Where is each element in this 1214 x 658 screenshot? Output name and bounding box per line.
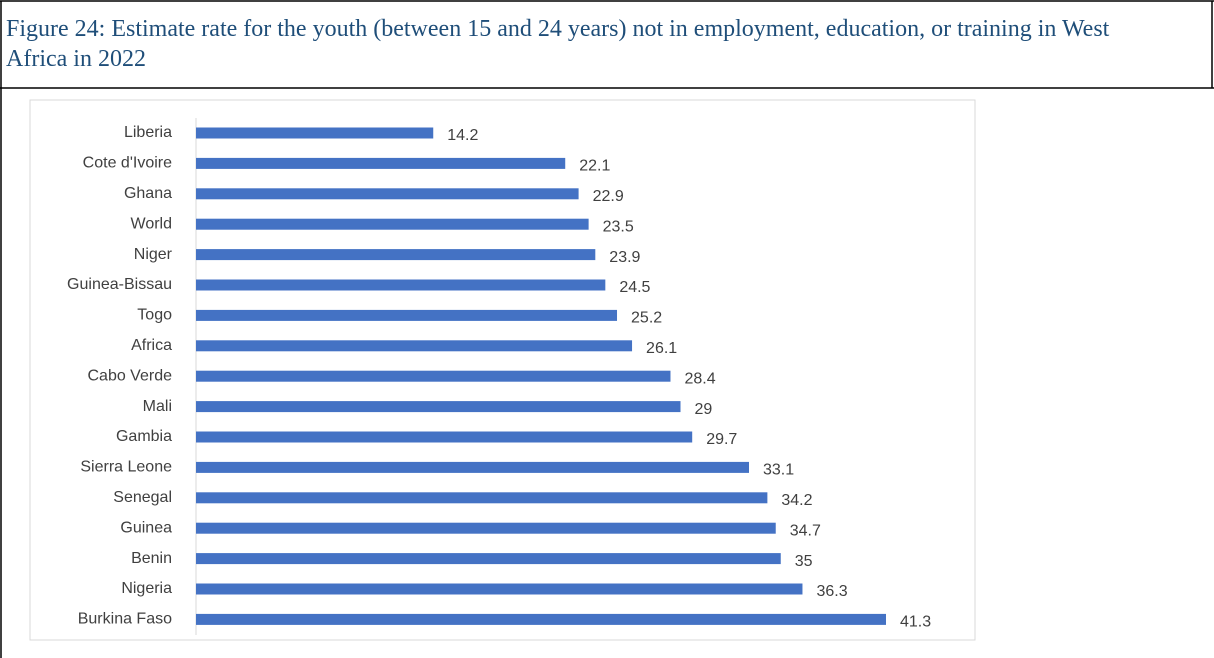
data-label: 25.2 bbox=[631, 310, 662, 327]
bar bbox=[196, 127, 434, 139]
data-label: 34.7 bbox=[790, 522, 821, 539]
data-label: 28.4 bbox=[684, 370, 715, 387]
y-tick-label: Mali bbox=[143, 398, 172, 415]
y-tick-label: Togo bbox=[137, 307, 172, 324]
data-label: 29.7 bbox=[706, 431, 737, 448]
y-tick-label: Sierra Leone bbox=[80, 459, 172, 476]
y-tick-label: Gambia bbox=[116, 428, 172, 445]
bar bbox=[196, 401, 681, 413]
data-label: 26.1 bbox=[646, 340, 677, 357]
data-label: 36.3 bbox=[816, 583, 847, 600]
data-label: 22.9 bbox=[593, 188, 624, 205]
bar bbox=[196, 279, 606, 291]
y-tick-label: Guinea bbox=[120, 519, 172, 536]
bar bbox=[196, 431, 693, 443]
data-label: 41.3 bbox=[900, 614, 931, 631]
y-tick-label: Benin bbox=[131, 550, 172, 567]
y-tick-label: Liberia bbox=[124, 124, 172, 141]
data-label: 33.1 bbox=[763, 462, 794, 479]
bar bbox=[196, 522, 776, 534]
data-label: 34.2 bbox=[781, 492, 812, 509]
data-label: 23.5 bbox=[603, 218, 634, 235]
data-label: 29 bbox=[695, 401, 713, 418]
bar bbox=[196, 188, 579, 200]
bar bbox=[196, 249, 596, 261]
data-label: 22.1 bbox=[579, 158, 610, 175]
bar bbox=[196, 309, 618, 321]
y-tick-label: Africa bbox=[131, 337, 172, 354]
data-label: 23.9 bbox=[609, 249, 640, 266]
bar bbox=[196, 157, 566, 169]
bar bbox=[196, 340, 633, 352]
y-tick-label: Cote d'Ivoire bbox=[83, 155, 172, 172]
y-tick-label: Burkina Faso bbox=[78, 611, 172, 628]
y-tick-label: World bbox=[131, 215, 173, 232]
data-label: 14.2 bbox=[447, 127, 478, 144]
data-label: 35 bbox=[795, 553, 813, 570]
y-tick-label: Nigeria bbox=[121, 580, 172, 597]
bar bbox=[196, 461, 750, 473]
bar bbox=[196, 370, 671, 382]
plot-frame bbox=[29, 99, 976, 641]
bar bbox=[196, 218, 589, 230]
y-tick-label: Guinea-Bissau bbox=[67, 276, 172, 293]
chart-title: Figure 24: Estimate rate for the youth (… bbox=[6, 16, 1110, 72]
bar bbox=[196, 553, 781, 565]
bar bbox=[196, 583, 803, 595]
bar bbox=[196, 492, 768, 504]
bar bbox=[196, 613, 886, 625]
y-tick-label: Senegal bbox=[113, 489, 172, 506]
data-label: 24.5 bbox=[619, 279, 650, 296]
y-tick-label: Cabo Verde bbox=[87, 367, 172, 384]
y-tick-label: Ghana bbox=[124, 185, 172, 202]
y-tick-label: Niger bbox=[134, 246, 173, 263]
